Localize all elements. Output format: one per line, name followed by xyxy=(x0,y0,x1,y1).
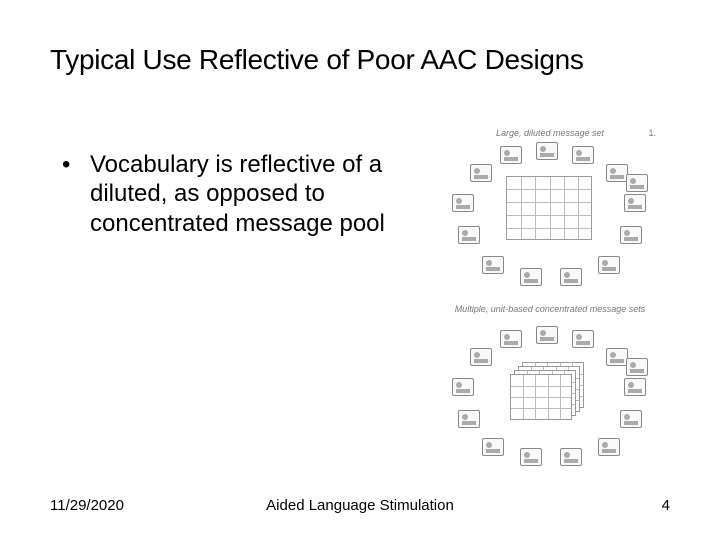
message-grid xyxy=(506,176,592,240)
figure-column: Large, diluted message set 1. xyxy=(440,128,660,466)
aac-symbol-icon xyxy=(620,410,642,428)
slide-footer: 11/29/2020 Aided Language Stimulation 4 xyxy=(50,497,670,514)
bullet-list: • Vocabulary is reflective of a diluted,… xyxy=(62,150,392,238)
figure-caption: Multiple, unit-based concentrated messag… xyxy=(440,304,660,314)
figure-ring xyxy=(448,326,652,472)
aac-symbol-icon xyxy=(500,146,522,164)
bullet-item: • Vocabulary is reflective of a diluted,… xyxy=(62,150,392,238)
aac-symbol-icon xyxy=(560,448,582,466)
aac-symbol-icon xyxy=(624,194,646,212)
figure-diluted: Large, diluted message set 1. xyxy=(440,128,660,290)
aac-symbol-icon xyxy=(520,448,542,466)
aac-symbol-icon xyxy=(458,226,480,244)
aac-symbol-icon xyxy=(482,256,504,274)
figure-concentrated: Multiple, unit-based concentrated messag… xyxy=(440,304,660,466)
aac-symbol-icon xyxy=(624,378,646,396)
aac-symbol-icon xyxy=(452,378,474,396)
aac-symbol-icon xyxy=(470,348,492,366)
footer-page-number: 4 xyxy=(662,497,670,514)
footer-title: Aided Language Stimulation xyxy=(266,497,454,514)
message-grid-stack xyxy=(510,362,584,420)
aac-symbol-icon xyxy=(458,410,480,428)
figure-ring xyxy=(448,142,652,288)
aac-symbol-icon xyxy=(598,256,620,274)
aac-symbol-icon xyxy=(520,268,542,286)
slide-title: Typical Use Reflective of Poor AAC Desig… xyxy=(50,44,680,76)
figure-caption: Large, diluted message set xyxy=(440,128,660,138)
aac-symbol-icon xyxy=(536,142,558,160)
aac-symbol-icon xyxy=(500,330,522,348)
figure-number: 1. xyxy=(648,128,656,138)
aac-symbol-icon xyxy=(452,194,474,212)
aac-symbol-icon xyxy=(626,358,648,376)
aac-symbol-icon xyxy=(598,438,620,456)
aac-symbol-icon xyxy=(536,326,558,344)
aac-symbol-icon xyxy=(620,226,642,244)
aac-symbol-icon xyxy=(482,438,504,456)
aac-symbol-icon xyxy=(560,268,582,286)
bullet-marker: • xyxy=(62,150,90,238)
footer-date: 11/29/2020 xyxy=(50,497,124,514)
aac-symbol-icon xyxy=(606,348,628,366)
bullet-text: Vocabulary is reflective of a diluted, a… xyxy=(90,150,392,238)
aac-symbol-icon xyxy=(572,146,594,164)
aac-symbol-icon xyxy=(572,330,594,348)
aac-symbol-icon xyxy=(470,164,492,182)
aac-symbol-icon xyxy=(606,164,628,182)
aac-symbol-icon xyxy=(626,174,648,192)
